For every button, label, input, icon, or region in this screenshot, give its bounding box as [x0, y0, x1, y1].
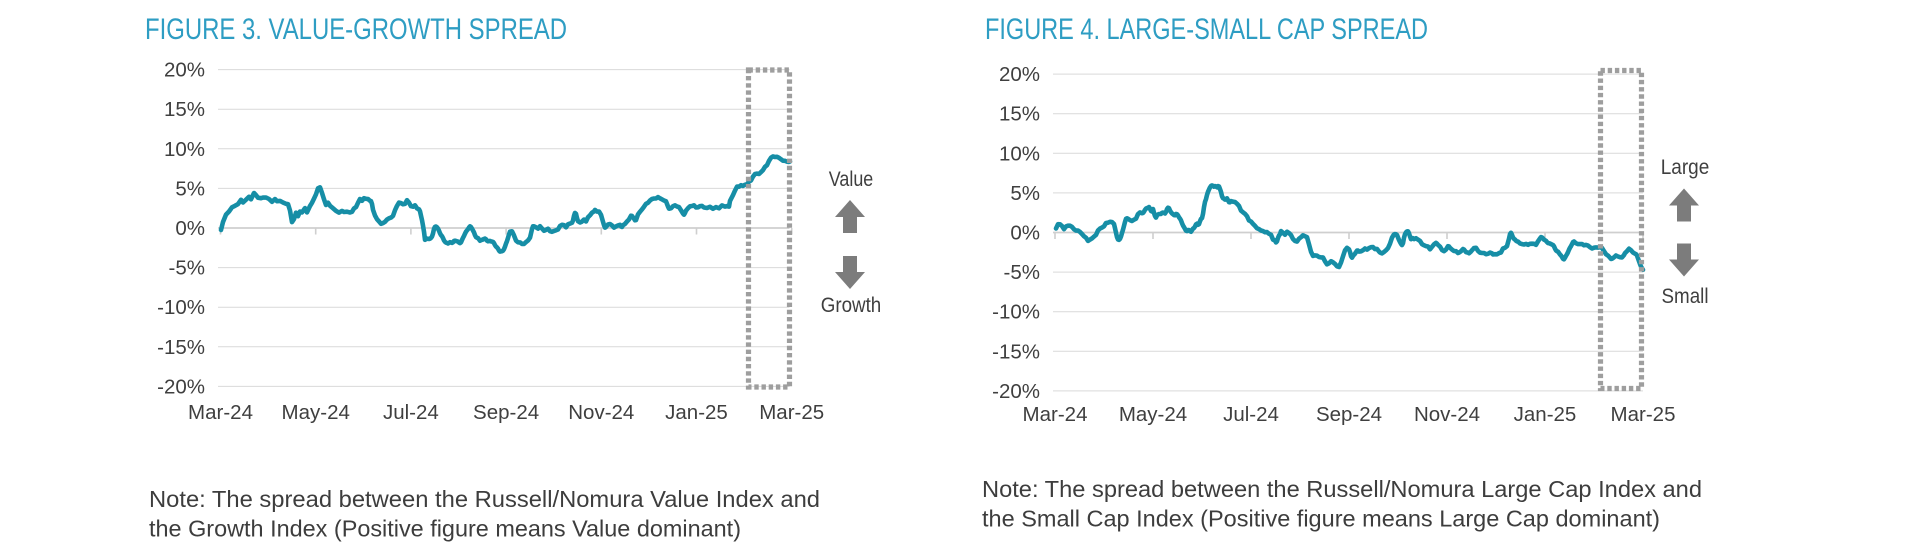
- svg-text:May-24: May-24: [282, 401, 350, 424]
- svg-text:Mar-25: Mar-25: [1611, 403, 1676, 426]
- svg-text:20%: 20%: [999, 63, 1040, 86]
- svg-text:Note: The spread between the R: Note: The spread between the Russell/Nom…: [149, 486, 820, 512]
- svg-text:5%: 5%: [1010, 182, 1040, 205]
- svg-text:May-24: May-24: [1119, 403, 1187, 426]
- svg-text:5%: 5%: [175, 177, 205, 200]
- svg-text:Nov-24: Nov-24: [1414, 403, 1480, 426]
- svg-text:-15%: -15%: [992, 340, 1040, 363]
- svg-text:0%: 0%: [1010, 222, 1040, 245]
- svg-text:20%: 20%: [164, 59, 205, 82]
- svg-text:Jan-25: Jan-25: [1514, 403, 1577, 426]
- svg-text:15%: 15%: [999, 103, 1040, 126]
- svg-text:10%: 10%: [999, 142, 1040, 165]
- svg-text:Small: Small: [1662, 284, 1709, 308]
- svg-text:-20%: -20%: [992, 380, 1040, 403]
- svg-text:-20%: -20%: [157, 375, 205, 398]
- svg-text:-5%: -5%: [169, 257, 205, 280]
- svg-text:Jan-25: Jan-25: [665, 401, 728, 424]
- svg-text:-10%: -10%: [157, 296, 205, 319]
- svg-text:Jul-24: Jul-24: [1223, 403, 1279, 426]
- svg-text:Sep-24: Sep-24: [473, 401, 539, 424]
- svg-text:0%: 0%: [175, 217, 205, 240]
- svg-text:-10%: -10%: [992, 301, 1040, 324]
- svg-text:Nov-24: Nov-24: [568, 401, 634, 424]
- svg-text:Growth: Growth: [821, 293, 882, 317]
- svg-text:Mar-24: Mar-24: [188, 401, 253, 424]
- svg-text:Jul-24: Jul-24: [383, 401, 439, 424]
- svg-text:Note: The spread between the R: Note: The spread between the Russell/Nom…: [982, 476, 1702, 502]
- svg-text:-15%: -15%: [157, 336, 205, 359]
- svg-text:the Small Cap Index (Positive: the Small Cap Index (Positive figure mea…: [982, 506, 1660, 532]
- svg-text:10%: 10%: [164, 138, 205, 161]
- svg-text:Mar-24: Mar-24: [1023, 403, 1088, 426]
- svg-text:the Growth Index (Positive fig: the Growth Index (Positive figure means …: [149, 516, 741, 542]
- svg-text:Large: Large: [1661, 155, 1710, 179]
- svg-text:FIGURE 3. VALUE-GROWTH SPREAD: FIGURE 3. VALUE-GROWTH SPREAD: [145, 13, 567, 46]
- svg-text:-5%: -5%: [1004, 261, 1040, 284]
- svg-text:Value: Value: [829, 167, 874, 191]
- svg-text:15%: 15%: [164, 98, 205, 121]
- svg-text:Mar-25: Mar-25: [759, 401, 824, 424]
- svg-text:Sep-24: Sep-24: [1316, 403, 1382, 426]
- svg-text:FIGURE 4. LARGE-SMALL CAP SPRE: FIGURE 4. LARGE-SMALL CAP SPREAD: [985, 13, 1428, 46]
